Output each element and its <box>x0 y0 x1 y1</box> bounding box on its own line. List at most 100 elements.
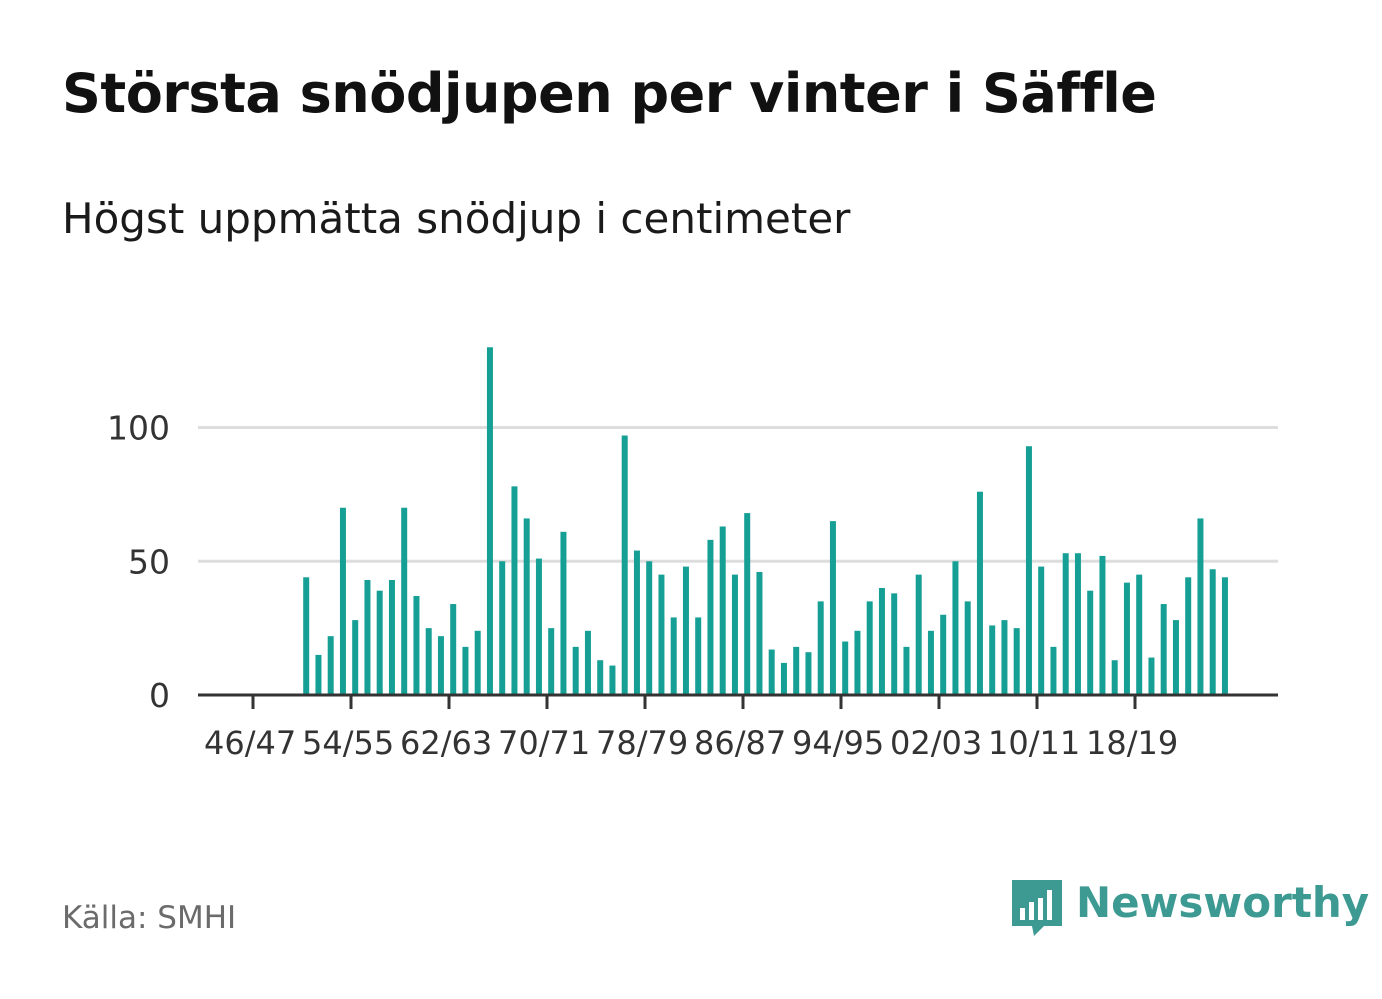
bar-67/68 <box>511 486 518 695</box>
bar-20/21 <box>1160 604 1167 695</box>
bar-chart-speech-bubble-icon <box>1012 880 1062 936</box>
axes <box>198 693 1278 709</box>
bar-54/55 <box>352 620 359 695</box>
y-tick-label: 100 <box>107 409 170 448</box>
source-credit: Källa: SMHI <box>62 900 237 936</box>
bar-68/69 <box>523 518 530 695</box>
bar-95/96 <box>854 630 861 695</box>
bar-96/97 <box>866 601 873 695</box>
bar-50/51 <box>303 577 310 695</box>
bar-92/93 <box>817 601 824 695</box>
bar-15/16 <box>1099 555 1106 695</box>
bar-14/15 <box>1087 590 1094 695</box>
bar-83/84 <box>707 539 714 695</box>
bar-10/11 <box>1038 566 1045 695</box>
bar-51/52 <box>315 654 322 695</box>
bar-22/23 <box>1185 577 1192 695</box>
bar-05/06 <box>976 491 983 695</box>
bar-02/03 <box>940 614 947 695</box>
x-tick-label: 10/11 <box>988 724 1080 762</box>
bar-00/01 <box>915 574 922 695</box>
bar-79/80 <box>658 574 665 695</box>
bar-62/63 <box>450 604 457 695</box>
bar-80/81 <box>670 617 677 695</box>
brand: Newsworthy <box>1010 878 1369 942</box>
bar-06/07 <box>989 625 996 695</box>
bar-72/73 <box>572 646 579 695</box>
bar-90/91 <box>793 646 800 695</box>
bar-81/82 <box>682 566 689 695</box>
bar-03/04 <box>952 561 959 695</box>
bar-66/67 <box>499 561 506 695</box>
bar-70/71 <box>548 628 555 695</box>
bar-65/66 <box>486 347 493 695</box>
x-tick-label: 02/03 <box>890 724 982 762</box>
bar-76/77 <box>621 435 628 695</box>
bar-82/83 <box>695 617 702 695</box>
brand-name: Newsworthy <box>1076 878 1370 927</box>
bars <box>303 347 1228 695</box>
x-tick-label: 94/95 <box>792 724 884 762</box>
bar-94/95 <box>842 641 849 695</box>
bar-53/54 <box>339 507 346 695</box>
bar-88/89 <box>768 649 775 695</box>
x-tick-label: 62/63 <box>400 724 492 762</box>
bar-97/98 <box>878 588 885 695</box>
bar-59/60 <box>413 596 420 695</box>
bar-19/20 <box>1148 657 1155 695</box>
bar-01/02 <box>927 630 934 695</box>
chart-title: Största snödjupen per vinter i Säffle <box>62 62 1157 125</box>
bar-58/59 <box>401 507 408 695</box>
bar-17/18 <box>1123 582 1130 695</box>
bar-84/85 <box>719 526 726 695</box>
bar-18/19 <box>1136 574 1143 695</box>
bar-71/72 <box>560 531 567 695</box>
bar-91/92 <box>805 652 812 695</box>
bar-09/10 <box>1025 446 1032 695</box>
x-tick-label: 54/55 <box>302 724 394 762</box>
bar-57/58 <box>388 579 395 695</box>
x-tick-label: 78/79 <box>596 724 688 762</box>
x-tick-label: 18/19 <box>1086 724 1178 762</box>
bar-12/13 <box>1062 553 1069 695</box>
bar-61/62 <box>437 636 444 695</box>
bar-08/09 <box>1013 628 1020 695</box>
bar-87/88 <box>756 571 763 695</box>
bar-77/78 <box>633 550 640 695</box>
x-tick-label: 46/47 <box>204 724 296 762</box>
bar-63/64 <box>462 646 469 695</box>
bar-99/00 <box>903 646 910 695</box>
bar-55/56 <box>364 579 371 695</box>
bar-86/87 <box>744 513 751 695</box>
bar-93/94 <box>829 521 836 695</box>
bar-64/65 <box>474 630 481 695</box>
bar-98/99 <box>891 593 898 695</box>
y-tick-label: 0 <box>149 676 170 715</box>
tick-labels: 0 50 100 46/47 54/55 62/63 70/71 78/79 86/87 94/9… <box>107 409 1178 763</box>
bar-89/90 <box>780 662 787 695</box>
x-tick-label: 86/87 <box>694 724 786 762</box>
bar-04/05 <box>964 601 971 695</box>
bar-52/53 <box>327 636 334 695</box>
bar-69/70 <box>535 558 542 695</box>
chart-subtitle: Högst uppmätta snödjup i centimeter <box>62 194 851 243</box>
bar-16/17 <box>1111 660 1118 695</box>
bar-21/22 <box>1172 620 1179 695</box>
bar-07/08 <box>1001 620 1008 695</box>
bar-74/75 <box>597 660 604 695</box>
x-tick-label: 70/71 <box>498 724 590 762</box>
bar-24/25 <box>1209 569 1216 695</box>
y-tick-label: 50 <box>128 542 170 581</box>
bar-85/86 <box>731 574 738 695</box>
bar-78/79 <box>646 561 653 695</box>
bar-11/12 <box>1050 646 1057 695</box>
bar-60/61 <box>425 628 432 695</box>
bar-23/24 <box>1197 518 1204 695</box>
bar-13/14 <box>1074 553 1081 695</box>
bar-75/76 <box>609 665 616 695</box>
bar-73/74 <box>584 630 591 695</box>
bar-56/57 <box>376 590 383 695</box>
bar-25/26 <box>1221 577 1228 695</box>
gridlines <box>198 426 1278 563</box>
